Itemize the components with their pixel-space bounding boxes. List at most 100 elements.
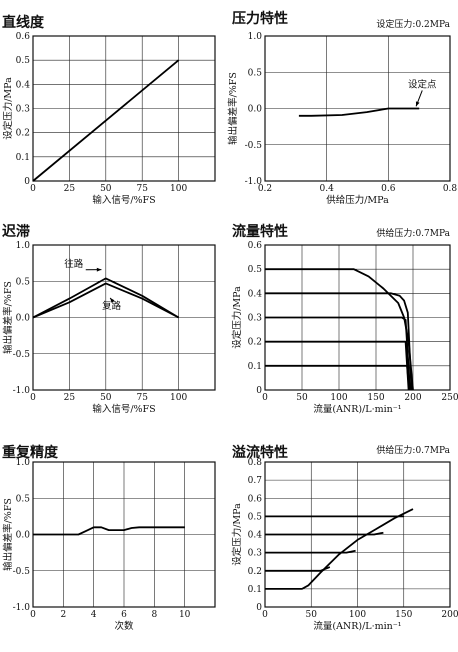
series-line-2 — [265, 566, 331, 572]
y-tick-label: 0.5 — [248, 68, 263, 78]
chart-title: 压力特性 — [232, 10, 288, 27]
annotation-arrowhead — [110, 297, 115, 303]
y-tick-label: 0.5 — [16, 494, 31, 504]
y-tick-label: 0.1 — [248, 362, 262, 372]
y-axis-label: 设定压力/MPa — [231, 286, 243, 349]
series-line-2 — [32, 282, 180, 319]
x-tick-label: 0 — [30, 610, 36, 620]
chart-3: 迟滞 0 25 50 75 100 -1.0 -0.5 0.0 0.5 1.0 输入信号/%FS 输出偏… — [2, 223, 216, 415]
y-tick-label: 0.4 — [248, 289, 263, 299]
chart-note: 设定压力:0.2MPa — [376, 18, 450, 30]
y-tick-label: -1.0 — [13, 386, 31, 396]
x-tick-label: 0.8 — [443, 184, 458, 194]
y-tick-label: 0 — [256, 603, 262, 613]
series-line-3 — [265, 549, 356, 554]
chart-title: 流量特性 — [232, 223, 288, 240]
series-line-4 — [265, 531, 384, 536]
x-tick-label: 100 — [170, 393, 187, 403]
y-tick-label: 0.7 — [248, 476, 263, 486]
y-tick-label: 0.3 — [16, 105, 31, 115]
y-tick-label: 0.3 — [248, 314, 263, 324]
x-tick-label: 150 — [367, 393, 384, 403]
x-tick-label: 6 — [121, 610, 127, 620]
y-tick-label: 1.0 — [16, 458, 31, 468]
y-tick-label: 0.0 — [248, 105, 263, 115]
x-tick-label: 0 — [30, 184, 36, 194]
series-line-3 — [265, 316, 411, 391]
y-tick-label: 0.0 — [16, 531, 31, 541]
x-tick-label: 8 — [151, 610, 157, 620]
y-tick-label: 0 — [24, 177, 30, 187]
plot-frame — [32, 35, 216, 182]
y-tick-label: 0.5 — [248, 512, 263, 522]
series-line-2 — [265, 292, 413, 391]
y-tick-label: -1.0 — [13, 603, 31, 613]
chart-2: 压力特性 设定压力:0.2MPa 0.2 0.4 0.6 0.8 -1.0 -0.5 0.0 0.… — [227, 10, 457, 206]
y-tick-label: 0.2 — [16, 129, 30, 139]
chart-6: 溢流特性 供给压力:0.7MPa 0 50 100 150 200 0 0.1 0.2 0.3 0.4… — [231, 444, 458, 632]
x-tick-label: 25 — [64, 393, 76, 403]
y-tick-label: 0.1 — [16, 153, 30, 163]
x-tick-label: 50 — [100, 184, 112, 194]
chart-note: 供给压力:0.7MPa — [376, 444, 450, 456]
x-tick-label: 200 — [441, 610, 458, 620]
x-tick-label: 2 — [60, 610, 66, 620]
y-axis-label: 设定压力/MPa — [2, 77, 14, 140]
x-tick-label: 250 — [441, 393, 458, 403]
y-tick-label: 0.6 — [248, 241, 263, 251]
chart-title: 重复精度 — [2, 444, 59, 461]
x-tick-label: 50 — [296, 393, 308, 403]
y-tick-label: -0.5 — [13, 567, 31, 577]
chart-4: 流量特性 供给压力:0.7MPa 0 50 100 150 200 250 0 0.1 0.2 0.3… — [231, 223, 458, 415]
series-line-1 — [265, 508, 414, 590]
x-tick-label: 0.2 — [258, 184, 272, 194]
annotation-label: 复路 — [102, 300, 122, 312]
x-axis-label: 流量(ANR)/L·min⁻¹ — [313, 403, 401, 415]
chart-1: 直线度 0 25 50 75 100 0 0.1 0.2 0.3 0.4 0.5 0.6 输入信号/%FS… — [2, 14, 216, 206]
x-tick-label: 150 — [395, 610, 412, 620]
y-tick-label: 0.3 — [248, 549, 263, 559]
y-tick-label: 0.2 — [248, 567, 262, 577]
chart-title: 迟滞 — [2, 223, 30, 240]
y-tick-label: -0.5 — [13, 350, 31, 360]
series-line-1 — [33, 526, 185, 536]
y-axis-label: 输出偏差率/%FS — [2, 498, 14, 571]
y-tick-label: 0.5 — [16, 277, 31, 287]
y-tick-label: 0.4 — [248, 531, 263, 541]
x-tick-label: 100 — [349, 610, 366, 620]
y-tick-label: 0.5 — [16, 56, 31, 66]
y-tick-label: 1.0 — [16, 241, 31, 251]
y-axis-label: 输出偏差率/%FS — [2, 281, 14, 354]
x-tick-label: 50 — [100, 393, 112, 403]
y-tick-label: 1.0 — [248, 32, 263, 42]
annotation-label: 设定点 — [408, 78, 437, 90]
x-tick-label: 0 — [262, 393, 268, 403]
chart-note: 供给压力:0.7MPa — [376, 227, 450, 239]
y-tick-label: 0.0 — [16, 314, 31, 324]
x-axis-label: 次数 — [114, 620, 134, 632]
x-tick-label: 200 — [404, 393, 421, 403]
chart-title: 直线度 — [2, 14, 45, 31]
x-tick-label: 10 — [179, 610, 191, 620]
x-axis-label: 输入信号/%FS — [92, 194, 155, 206]
series-line-5 — [265, 364, 411, 391]
x-axis-label: 供给压力/MPa — [326, 194, 389, 206]
x-tick-label: 0 — [262, 610, 268, 620]
y-tick-label: 0.8 — [248, 458, 263, 468]
x-tick-label: 0.6 — [381, 184, 396, 194]
annotation-arrowhead — [96, 267, 102, 272]
x-tick-label: 50 — [306, 610, 318, 620]
y-tick-label: -1.0 — [245, 177, 263, 187]
y-tick-label: 0.1 — [248, 585, 262, 595]
y-tick-label: -0.5 — [245, 141, 263, 151]
plot-frame — [264, 35, 451, 182]
series-line-1 — [298, 107, 420, 117]
y-tick-label: 0.2 — [248, 338, 262, 348]
chart-title: 溢流特性 — [232, 444, 288, 461]
y-axis-label: 输出偏差率/%FS — [227, 72, 239, 145]
y-tick-label: 0 — [256, 386, 262, 396]
series-line-1 — [32, 277, 180, 319]
x-tick-label: 0.4 — [320, 184, 335, 194]
x-axis-label: 输入信号/%FS — [92, 403, 155, 415]
